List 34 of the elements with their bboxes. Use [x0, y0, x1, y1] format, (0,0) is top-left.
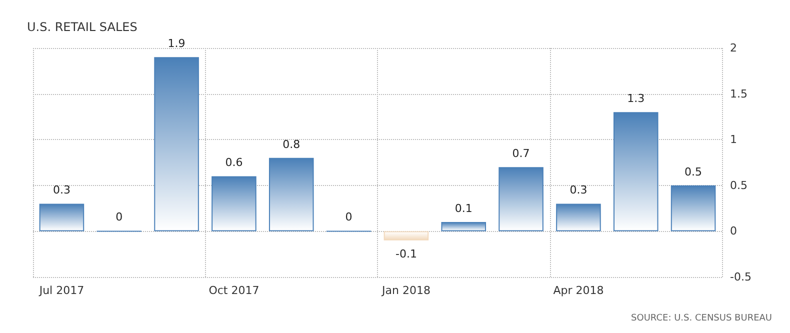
x-tick-label: Oct 2017 [208, 284, 260, 297]
data-label: 0.8 [282, 138, 300, 151]
source-note: SOURCE: U.S. CENSUS BUREAU [631, 314, 772, 324]
bar [441, 222, 486, 232]
x-tick-label: Jan 2018 [380, 284, 430, 297]
data-label: 0.3 [52, 184, 70, 197]
bar [498, 167, 544, 232]
chart-title: U.S. RETAIL SALES [27, 20, 138, 34]
bar [212, 176, 256, 232]
y-tick-label: 0.5 [730, 178, 748, 192]
bar [154, 57, 199, 232]
y-tick-label: 0 [730, 224, 737, 238]
y-tick-label: 1.5 [730, 87, 748, 100]
data-label: 0.7 [512, 147, 530, 160]
y-tick-label: -0.5 [730, 270, 752, 284]
data-label: 1.9 [168, 37, 186, 50]
data-label: 0 [116, 210, 123, 224]
bar [556, 204, 601, 232]
bar [39, 204, 84, 232]
bar [613, 112, 658, 232]
data-label: 0.5 [684, 165, 702, 178]
data-label: 1.3 [627, 92, 645, 106]
bar [268, 158, 314, 232]
data-label: -0.1 [395, 247, 417, 260]
data-label: 0.1 [454, 202, 472, 216]
y-tick-label: 2 [730, 42, 737, 54]
bar [384, 231, 429, 240]
data-label: 0 [345, 210, 352, 224]
x-tick-label: Apr 2018 [553, 284, 604, 297]
y-tick-label: 1 [730, 133, 737, 146]
bar [670, 185, 716, 232]
x-tick-label: Jul 2017 [38, 284, 84, 297]
data-label: 0.6 [225, 156, 243, 170]
data-label: 0.3 [570, 184, 588, 197]
